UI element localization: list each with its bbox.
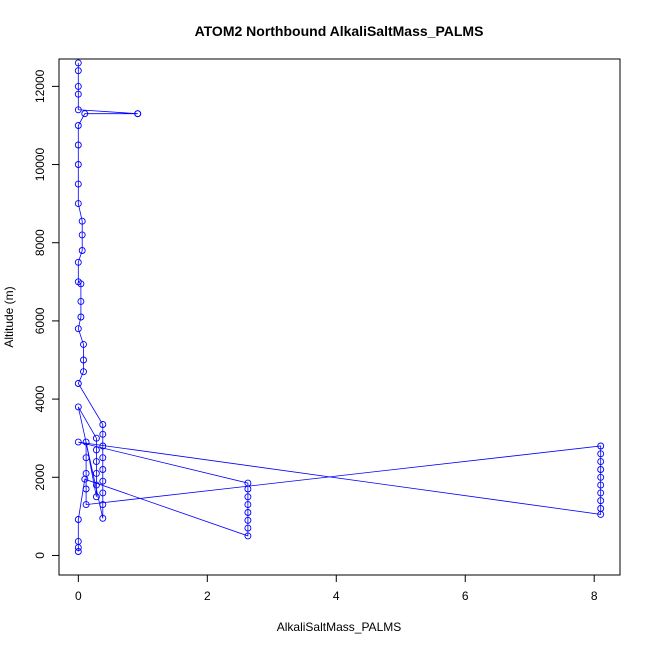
data-point xyxy=(99,454,107,462)
y-tick-label: 6000 xyxy=(33,307,47,334)
data-point xyxy=(74,82,82,90)
data-point xyxy=(244,524,252,532)
y-tick-label: 12000 xyxy=(33,69,47,103)
data-point xyxy=(80,356,87,364)
data-point xyxy=(92,446,100,454)
data-point xyxy=(74,59,82,67)
data-point xyxy=(74,106,82,114)
data-point xyxy=(99,514,107,522)
data-point xyxy=(244,516,252,524)
data-point xyxy=(74,258,82,266)
data-point xyxy=(74,403,82,411)
data-point xyxy=(244,501,252,509)
data-point xyxy=(99,430,107,438)
data-point xyxy=(134,110,142,118)
data-point xyxy=(74,325,82,333)
data-point xyxy=(74,380,82,387)
data-point xyxy=(78,231,86,239)
x-axis-label: AlkaliSaltMass_PALMS xyxy=(277,620,402,634)
data-point xyxy=(74,438,82,446)
data-point xyxy=(597,450,605,458)
data-point xyxy=(597,458,605,466)
data-point xyxy=(80,340,87,348)
data-point xyxy=(74,90,82,98)
data-point xyxy=(92,469,100,477)
data-point xyxy=(78,247,86,254)
data-point xyxy=(597,510,605,518)
data-point xyxy=(77,297,85,305)
data-point xyxy=(597,489,605,497)
data-point xyxy=(80,368,87,376)
data-point xyxy=(99,466,107,473)
data-point xyxy=(92,481,100,489)
data-point xyxy=(597,442,605,450)
data-point xyxy=(244,485,252,493)
y-axis-label: Altitude (m) xyxy=(2,286,16,347)
y-tick-label: 8000 xyxy=(33,229,47,256)
x-tick-label: 2 xyxy=(204,589,211,603)
data-point xyxy=(597,473,605,481)
data-point xyxy=(82,438,90,446)
data-point xyxy=(74,141,82,149)
x-axis: 0 2 4 6 8 xyxy=(75,574,598,603)
data-point xyxy=(78,217,86,225)
data-point xyxy=(82,485,90,493)
data-point xyxy=(74,180,82,188)
series-layer xyxy=(74,59,605,555)
data-point xyxy=(99,421,107,428)
data-point xyxy=(74,548,82,555)
y-tick-label: 0 xyxy=(33,552,47,559)
data-point xyxy=(74,516,82,523)
data-point xyxy=(82,454,90,462)
data-point xyxy=(244,493,252,501)
x-tick-label: 4 xyxy=(333,589,340,603)
y-tick-label: 10000 xyxy=(33,148,47,182)
chart-title: ATOM2 Northbound AlkaliSaltMass_PALMS xyxy=(195,23,484,39)
data-point xyxy=(74,122,82,129)
data-point xyxy=(92,493,100,501)
data-point xyxy=(81,475,89,483)
data-point xyxy=(74,161,82,168)
x-tick-label: 0 xyxy=(75,589,82,603)
x-tick-label: 8 xyxy=(591,589,598,603)
data-point xyxy=(74,544,82,552)
data-point xyxy=(77,313,85,321)
data-point xyxy=(597,481,605,489)
data-point xyxy=(74,67,82,75)
data-point xyxy=(244,532,252,540)
x-tick-label: 6 xyxy=(462,589,469,603)
data-point xyxy=(92,458,100,466)
data-point xyxy=(82,501,90,509)
data-point xyxy=(99,477,107,485)
y-tick-label: 4000 xyxy=(33,385,47,412)
data-point xyxy=(81,110,89,118)
data-point xyxy=(77,280,85,288)
y-axis: 0 2000 4000 6000 8000 10000 12000 xyxy=(33,69,60,559)
data-point xyxy=(597,466,605,473)
data-point xyxy=(74,200,82,208)
data-point xyxy=(99,501,107,509)
data-point xyxy=(244,509,252,516)
data-point xyxy=(597,497,605,505)
data-point xyxy=(99,442,107,450)
y-tick-label: 2000 xyxy=(33,464,47,491)
data-point xyxy=(92,434,100,442)
data-point xyxy=(99,489,107,497)
